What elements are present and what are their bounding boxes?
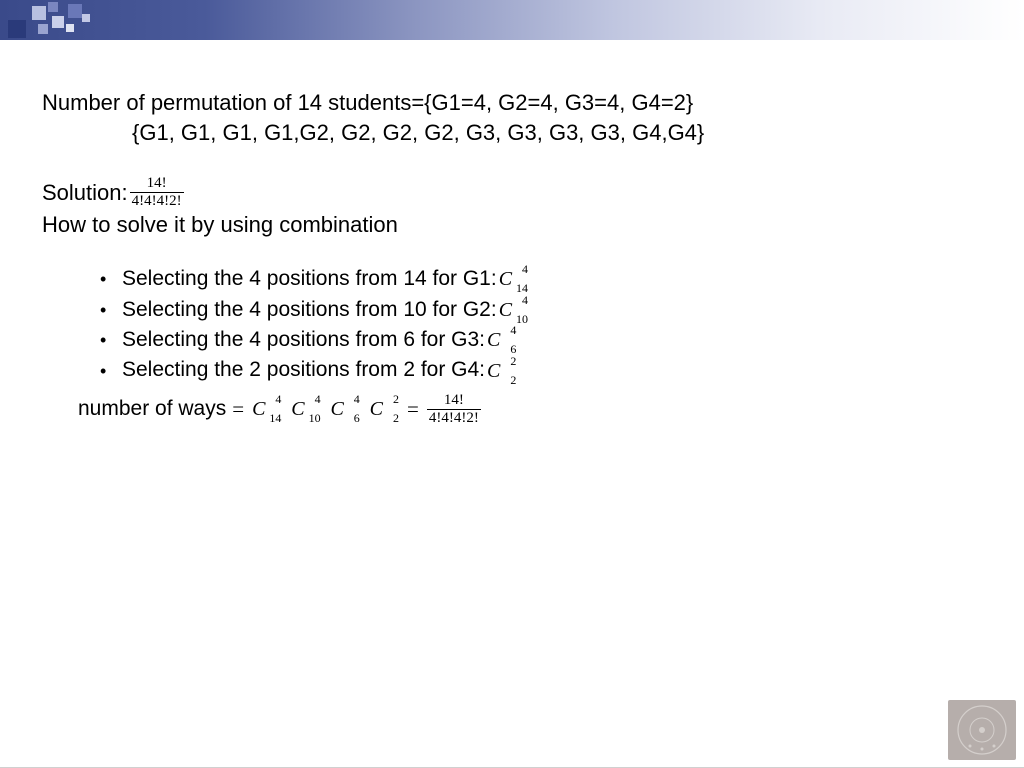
fraction-numerator: 14! — [145, 175, 169, 192]
final-fraction: 14! 4!4!4!2! — [427, 392, 481, 427]
how-to-line: How to solve it by using combination — [42, 210, 982, 240]
header-square — [48, 2, 58, 12]
final-label: number of ways — [78, 397, 226, 421]
title-line: Number of permutation of 14 students={G1… — [42, 88, 982, 118]
header-squares-decoration — [2, 2, 92, 62]
solution-row: Solution: 14! 4!4!4!2! — [42, 175, 982, 210]
watermark-logo — [948, 700, 1016, 760]
fraction-denominator: 4!4!4!2! — [427, 409, 481, 427]
list-item: •Selecting the 4 positions from 6 for G3… — [100, 325, 982, 355]
bullet-text: Selecting the 4 positions from 10 for G2… — [122, 295, 497, 325]
bullet-text: Selecting the 2 positions from 2 for G4: — [122, 355, 485, 385]
bullet-list: •Selecting the 4 positions from 14 for G… — [42, 264, 982, 386]
list-item: •Selecting the 4 positions from 10 for G… — [100, 295, 982, 325]
combination-notation: C410 — [499, 300, 528, 320]
solution-fraction: 14! 4!4!4!2! — [130, 175, 184, 210]
equals-sign-2: = — [401, 397, 425, 422]
combination-notation: C46 — [330, 399, 359, 419]
combination-notation: C414 — [252, 399, 281, 419]
bullet-dot-icon: • — [100, 358, 122, 384]
slide-content: Number of permutation of 14 students={G1… — [42, 88, 982, 427]
header-square — [8, 20, 26, 38]
fraction-denominator: 4!4!4!2! — [130, 192, 184, 210]
final-row: number of ways = C414 C410 C46 C22 = 14!… — [42, 392, 982, 427]
header-square — [38, 24, 48, 34]
combination-notation: C414 — [499, 269, 528, 289]
list-item: •Selecting the 2 positions from 2 for G4… — [100, 355, 982, 385]
header-square — [32, 6, 46, 20]
combination-notation: C22 — [370, 399, 399, 419]
final-combinations: C414 C410 C46 C22 — [250, 397, 401, 421]
equals-sign: = — [226, 397, 250, 422]
bullet-text: Selecting the 4 positions from 6 for G3: — [122, 325, 485, 355]
header-square — [68, 4, 82, 18]
bullet-dot-icon: • — [100, 266, 122, 292]
solution-label: Solution: — [42, 180, 128, 206]
fraction-numerator: 14! — [442, 392, 466, 409]
bullet-text: Selecting the 4 positions from 14 for G1… — [122, 264, 497, 294]
combination-notation: C46 — [487, 330, 516, 350]
header-square — [82, 14, 90, 22]
combination-notation: C22 — [487, 361, 516, 381]
header-gradient-bar — [0, 0, 1024, 40]
bullet-dot-icon: • — [100, 327, 122, 353]
combination-notation: C410 — [291, 399, 320, 419]
list-item: •Selecting the 4 positions from 14 for G… — [100, 264, 982, 294]
header-square — [66, 24, 74, 32]
bullet-dot-icon: • — [100, 297, 122, 323]
header-square — [52, 16, 64, 28]
expansion-line: {G1, G1, G1, G1,G2, G2, G2, G2, G3, G3, … — [42, 118, 982, 148]
